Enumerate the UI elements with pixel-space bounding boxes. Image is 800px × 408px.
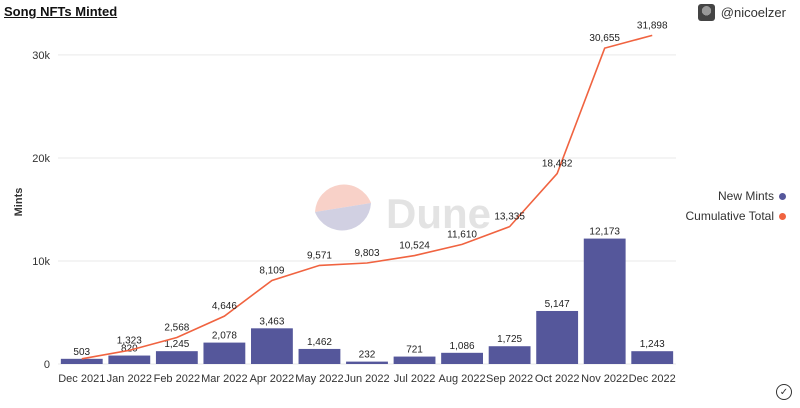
bar	[488, 346, 531, 364]
line-value-label: 9,571	[307, 250, 332, 261]
bar	[60, 358, 103, 364]
y-axis-label: Mints	[13, 188, 25, 217]
line-value-label: 1,323	[117, 335, 142, 346]
y-tick-label: 20k	[32, 153, 50, 165]
bar-value-label: 1,245	[164, 339, 189, 350]
bar-value-label: 232	[359, 350, 376, 361]
bar-value-label: 12,173	[589, 227, 620, 238]
x-tick-label: Feb 2022	[154, 373, 200, 385]
watermark-logo-top	[315, 184, 371, 212]
bar	[203, 342, 246, 364]
x-tick-label: Apr 2022	[250, 373, 295, 385]
x-tick-label: Oct 2022	[535, 373, 580, 385]
legend-item-new-mints[interactable]: New Mints	[686, 186, 786, 206]
x-tick-label: Sep 2022	[486, 373, 533, 385]
bar-value-label: 5,147	[545, 299, 570, 310]
bar	[441, 352, 483, 364]
bar	[251, 328, 293, 364]
y-axis-ticks: 0 10k 20k 30k	[32, 50, 50, 371]
y-tick-label: 0	[44, 359, 50, 371]
line-value-label: 18,482	[542, 159, 573, 170]
line-value-label: 13,335	[494, 212, 525, 223]
bar-value-label: 1,462	[307, 337, 332, 348]
cumulative-line	[81, 34, 653, 360]
y-tick-label: 30k	[32, 50, 50, 62]
x-tick-label: Mar 2022	[201, 373, 247, 385]
bar-value-label: 721	[406, 345, 423, 356]
bar-series: 503 820 1,245 2,078 3,463 1,462 232 721 1,086 1,7…	[60, 227, 674, 364]
legend-item-cumulative-total[interactable]: Cumulative Total	[685, 206, 786, 226]
x-tick-label: Nov 2022	[581, 373, 628, 385]
author-name: @nicoelzer	[720, 5, 786, 20]
dune-watermark: Dune	[315, 184, 491, 237]
bar-value-label: 503	[73, 347, 90, 358]
bar-value-label: 1,725	[497, 334, 522, 345]
line-value-label: 31,898	[637, 20, 668, 31]
line-value-label: 8,109	[259, 265, 284, 276]
x-tick-label: Jul 2022	[394, 373, 436, 385]
line-value-label: 2,568	[164, 323, 189, 334]
watermark-logo-bottom	[315, 203, 371, 231]
legend-label: Cumulative Total	[685, 209, 775, 223]
line-value-label: 30,655	[589, 33, 620, 44]
check-circle-icon[interactable]: ✓	[776, 384, 792, 400]
bar-value-label: 3,463	[259, 316, 284, 327]
legend-label: New Mints	[717, 189, 774, 203]
legend-dot	[779, 212, 786, 220]
x-tick-label: Jun 2022	[344, 373, 389, 385]
bar	[536, 310, 579, 364]
bar-value-label: 2,078	[212, 331, 237, 342]
author-badge[interactable]: @nicoelzer	[697, 4, 786, 21]
bar	[108, 355, 151, 364]
bar	[346, 361, 388, 364]
y-tick-label: 10k	[32, 256, 50, 268]
legend-dot	[779, 192, 786, 200]
line-value-label: 11,610	[447, 229, 477, 240]
bar	[155, 351, 198, 364]
bar-value-label: 820	[121, 344, 138, 355]
line-value-label: 10,524	[399, 241, 430, 252]
watermark-text: Dune	[386, 190, 491, 237]
bar	[583, 238, 626, 364]
x-tick-label: Dec 2021	[58, 373, 105, 385]
bar	[393, 356, 436, 364]
x-tick-label: Dec 2022	[629, 373, 676, 385]
x-tick-label: Aug 2022	[439, 373, 486, 385]
line-series: 1,323 2,568 4,646 8,109 9,571 9,803 10,524 11,6…	[81, 20, 668, 360]
bar	[298, 348, 341, 364]
x-axis-ticks: Dec 2021 Jan 2022 Feb 2022 Mar 2022 Apr 2022…	[58, 373, 676, 385]
line-value-label: 9,803	[354, 248, 379, 259]
legend: New Mints Cumulative Total	[685, 186, 786, 226]
bar-value-label: 1,243	[640, 339, 665, 350]
x-tick-label: Jan 2022	[107, 373, 152, 385]
x-tick-label: May 2022	[295, 373, 343, 385]
avatar	[697, 4, 715, 21]
bar	[631, 351, 674, 364]
bar-value-label: 1,086	[450, 341, 475, 352]
chart-title[interactable]: Song NFTs Minted	[4, 4, 118, 19]
line-value-label: 4,646	[212, 301, 237, 312]
